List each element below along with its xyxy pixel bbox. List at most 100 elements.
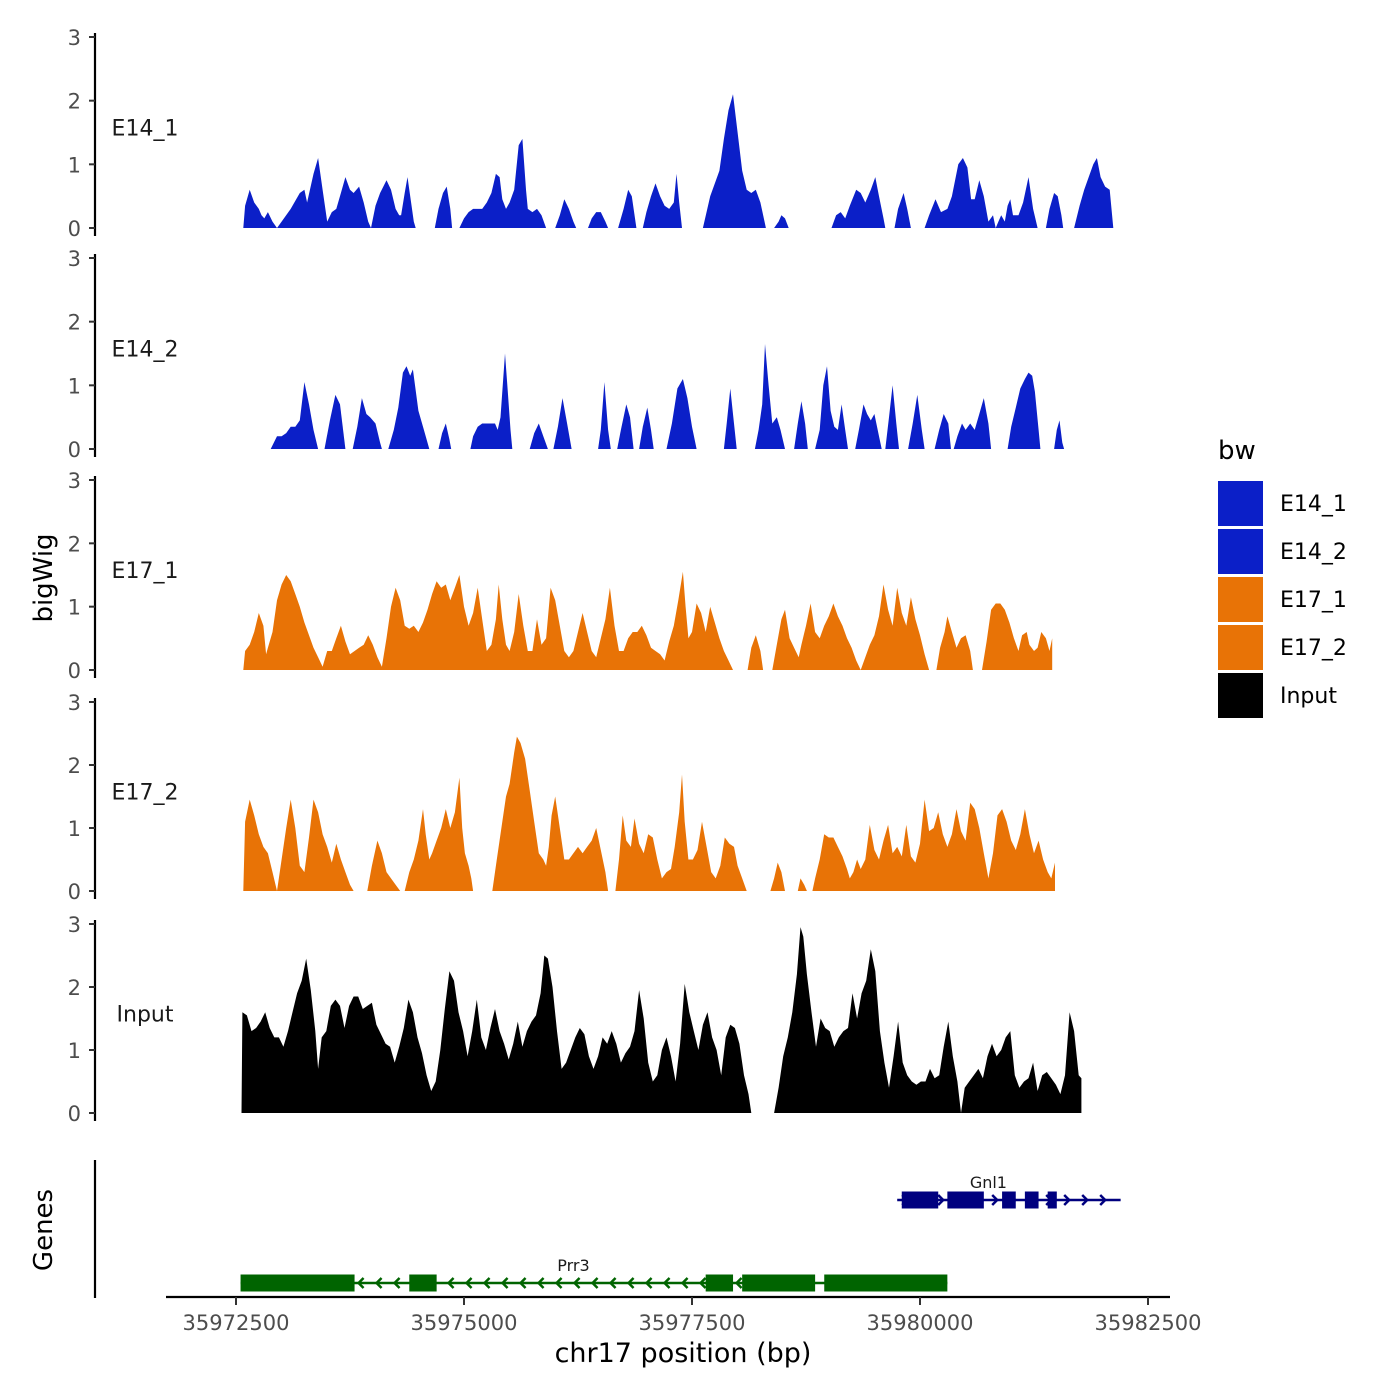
legend-swatch-e14-1 <box>1218 481 1263 526</box>
x-tick-label-35977500: 35977500 <box>639 1311 746 1335</box>
area-e14-1-segment-8 <box>774 215 789 228</box>
y-tick-label-e17-1-2: 2 <box>68 532 81 556</box>
exon-gnl1-2 <box>1002 1191 1016 1209</box>
genes-panel: Gnl1 Prr3 <box>93 1160 1121 1298</box>
area-e17-2-segment-7 <box>812 799 1055 891</box>
x-tick-label-35982500: 35982500 <box>1095 1311 1202 1335</box>
y-tick-label-input-2: 2 <box>68 976 81 1000</box>
area-e14-1-segment-13 <box>1074 158 1114 228</box>
track-e17-2: 0 1 2 3 E17_2 <box>68 691 1055 904</box>
gene-prr3: Prr3 <box>240 1256 948 1292</box>
area-e14-1-segment-10 <box>894 193 911 228</box>
y-tick-label-e17-1-0: 0 <box>68 659 81 683</box>
exon-prr3-1 <box>409 1274 437 1292</box>
strand-arrow-prr3-11 <box>446 1277 455 1289</box>
y-tick-label-e17-1-1: 1 <box>68 596 81 620</box>
area-e17-2-segment-1 <box>367 840 401 891</box>
area-e14-1-segment-12 <box>1045 193 1064 228</box>
x-tick-label-35980000: 35980000 <box>867 1311 974 1335</box>
area-e17-1-segment-0 <box>243 571 734 670</box>
area-e14-1-segment-2 <box>459 138 547 228</box>
area-e14-1-segment-3 <box>555 199 577 228</box>
area-e14-1-segment-0 <box>243 158 416 228</box>
legend-swatch-e17-2 <box>1218 625 1263 670</box>
area-e14-2-segment-13 <box>754 344 785 449</box>
gene-label-prr3: Prr3 <box>557 1256 589 1275</box>
track-label-input: Input <box>117 1003 174 1028</box>
exon-gnl1-4 <box>1047 1191 1057 1209</box>
strand-arrow-prr3-20 <box>608 1277 617 1289</box>
legend-title: bw <box>1218 436 1256 466</box>
area-e14-1-segment-4 <box>588 212 609 228</box>
y-axis-title: bigWig <box>29 533 59 622</box>
legend-label-e14-2: E14_2 <box>1280 540 1347 565</box>
legend: bw E14_1 E14_2 E17_1 E17_2 Input <box>1218 436 1347 718</box>
x-axis: 35972500 35975000 35977500 35980000 35982500 <box>166 1295 1202 1335</box>
legend-label-input: Input <box>1280 684 1337 709</box>
area-e14-1-segment-11 <box>924 158 1038 228</box>
area-e14-2-segment-16 <box>855 404 882 449</box>
area-e14-2-segment-4 <box>438 423 452 449</box>
strand-arrow-gnl1-2 <box>937 1194 945 1206</box>
strand-arrow-prr3-18 <box>572 1277 581 1289</box>
area-e14-1-segment-5 <box>618 189 637 228</box>
legend-label-e17-2: E17_2 <box>1280 636 1347 661</box>
strand-arrow-gnl1-9 <box>1063 1194 1071 1206</box>
area-e14-2-segment-5 <box>470 353 513 449</box>
x-tick-label-35975000: 35975000 <box>411 1311 518 1335</box>
strand-arrow-gnl1-11 <box>1099 1194 1107 1206</box>
strand-arrow-prr3-25 <box>698 1277 707 1289</box>
area-e14-1-segment-6 <box>642 173 682 228</box>
y-tick-label-e17-2-3: 3 <box>68 691 81 715</box>
area-e14-2-segment-10 <box>639 407 654 449</box>
area-e14-2-segment-21 <box>1007 372 1041 449</box>
y-tick-label-input-0: 0 <box>68 1102 81 1126</box>
strand-arrow-prr3-7 <box>374 1277 383 1289</box>
area-e17-2-segment-2 <box>404 777 474 891</box>
y-tick-label-e14-2-3: 3 <box>68 247 81 271</box>
area-e14-1-segment-1 <box>434 186 453 228</box>
y-tick-label-e17-2-2: 2 <box>68 754 81 778</box>
exon-prr3-4 <box>824 1274 948 1292</box>
area-e17-2-segment-3 <box>492 736 609 891</box>
y-tick-label-e14-2-2: 2 <box>68 311 81 335</box>
strand-arrow-prr3-14 <box>500 1277 509 1289</box>
track-input: 0 1 2 3 Input <box>68 913 1082 1126</box>
y-tick-label-input-3: 3 <box>68 913 81 937</box>
area-e17-1-segment-2 <box>772 584 930 670</box>
track-label-e14-1: E14_1 <box>112 117 179 142</box>
track-label-e17-1: E17_1 <box>112 559 179 584</box>
strand-arrow-prr3-13 <box>482 1277 491 1289</box>
y-tick-label-e17-2-0: 0 <box>68 880 81 904</box>
legend-label-e17-1: E17_1 <box>1280 588 1347 613</box>
strand-arrow-prr3-27 <box>734 1277 743 1289</box>
area-e14-2-segment-14 <box>794 401 808 449</box>
strand-arrow-gnl1-5 <box>991 1194 999 1206</box>
area-e14-2-segment-22 <box>1054 420 1065 449</box>
track-label-e17-2: E17_2 <box>112 781 179 806</box>
area-e14-2-segment-2 <box>352 398 382 449</box>
genes-axis-title: Genes <box>29 1189 59 1271</box>
gene-gnl1: Gnl1 <box>897 1173 1121 1209</box>
legend-swatch-e17-1 <box>1218 577 1263 622</box>
area-e17-1-segment-4 <box>982 603 1053 670</box>
y-tick-label-e14-1-0: 0 <box>68 217 81 241</box>
legend-swatch-e14-2 <box>1218 529 1263 574</box>
x-tick-label-35972500: 35972500 <box>183 1311 290 1335</box>
area-e17-2-segment-0 <box>243 799 354 891</box>
area-input-segment-1 <box>774 927 1082 1113</box>
area-e14-2-segment-3 <box>388 366 430 449</box>
legend-label-e14-1: E14_1 <box>1280 492 1347 517</box>
area-e14-2-segment-8 <box>598 382 611 449</box>
gene-label-gnl1: Gnl1 <box>970 1173 1007 1192</box>
strand-arrow-prr3-24 <box>680 1277 689 1289</box>
area-e17-1-segment-3 <box>936 616 973 670</box>
track-e14-2: 0 1 2 3 E14_2 <box>68 247 1065 462</box>
area-e14-2-segment-9 <box>617 404 634 449</box>
area-e14-2-segment-20 <box>953 398 992 449</box>
track-e14-1: 0 1 2 3 E14_1 <box>68 26 1114 241</box>
y-tick-label-e14-1-3: 3 <box>68 26 81 50</box>
exon-gnl1-3 <box>1024 1191 1039 1209</box>
area-e14-1-segment-9 <box>831 177 886 228</box>
